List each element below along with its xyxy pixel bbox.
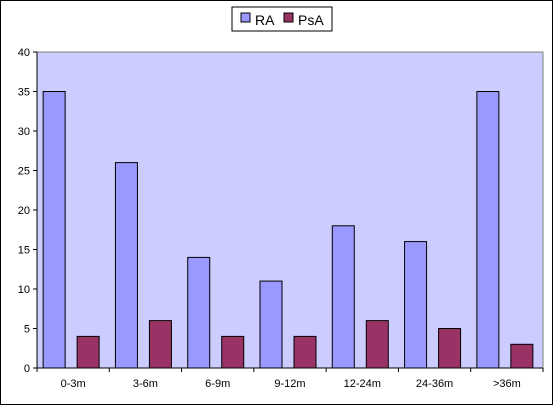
y-tick-label: 30 [18,126,30,138]
bar-ra-1224m [331,225,355,369]
x-tick-label: 12-24m [344,378,381,390]
x-tick-label: >36m [493,378,521,390]
bar-ra-36m [476,91,500,369]
x-axis: 0-3m 3-6m 6-9m 9-12m 12-24m 24-36m >36m [36,367,544,390]
y-tick-label: 35 [18,87,30,99]
bar-psa-1224m [365,320,389,369]
x-tick-label: 6-9m [205,378,230,390]
legend: RA PsA [231,6,333,32]
x-tick-label: 24-36m [416,378,453,390]
bar-psa-912m [293,335,317,369]
legend-swatch-psa [283,12,294,23]
bar-ra-69m [187,256,211,369]
bar-psa-36m [510,343,534,369]
bar-psa-36m [148,320,172,369]
y-tick-label: 40 [18,47,30,59]
bar-psa-03m [76,335,100,369]
y-tick-label: 10 [18,284,30,296]
y-tick-label: 15 [18,245,30,257]
bar-ra-03m [42,91,66,369]
y-tick-label: 25 [18,166,30,178]
x-tick-label: 0-3m [61,378,86,390]
x-tick-label: 3-6m [133,378,158,390]
bar-ra-912m [259,280,283,369]
plot-area [36,51,544,369]
legend-label-ra: RA [255,12,275,28]
bars [42,91,534,369]
y-tick-label: 20 [18,205,30,217]
y-tick-label: 0 [24,363,30,375]
bar-ra-36m [114,162,138,369]
y-axis: 0 5 10 15 20 25 30 35 40 [18,47,38,375]
bar-psa-2436m [438,328,462,369]
bar-ra-2436m [404,241,428,369]
y-tick-label: 5 [24,324,30,336]
legend-swatch-ra [240,12,251,23]
legend-label-psa: PsA [298,12,324,28]
x-tick-label: 9-12m [274,378,305,390]
bar-psa-69m [221,335,245,369]
